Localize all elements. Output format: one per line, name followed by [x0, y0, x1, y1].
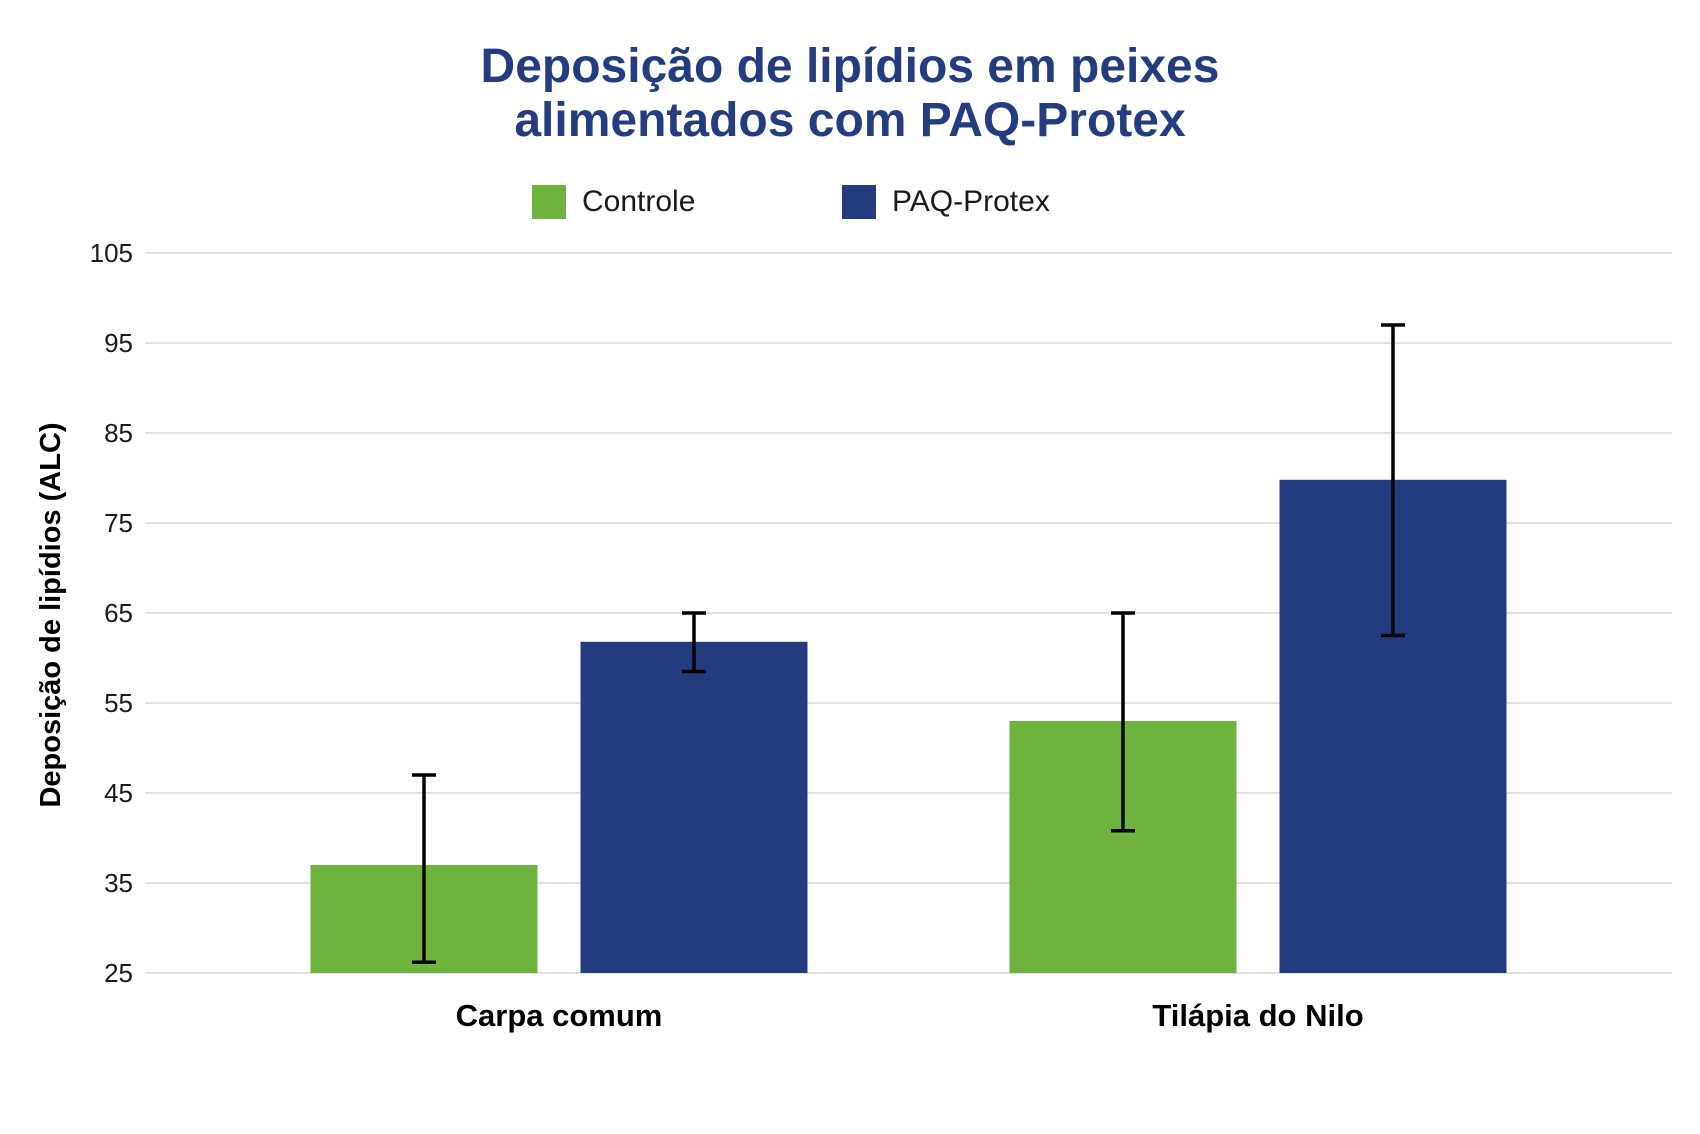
y-tick-label: 85 [104, 418, 133, 448]
error-bar [1381, 323, 1405, 638]
y-tick-label: 65 [104, 598, 133, 628]
y-tick-label: 75 [104, 508, 133, 538]
legend-swatch-paq-protex [842, 185, 876, 219]
chart-title-line-1: Deposição de lipídios em peixes [480, 40, 1220, 93]
y-axis-ticks: 25 35 45 55 65 75 85 95 105 [90, 238, 133, 988]
x-category-label: Carpa comum [456, 998, 663, 1033]
legend-item-controle: Controle [532, 182, 695, 222]
x-category-label: Tilápia do Nilo [1152, 998, 1363, 1033]
x-axis-categories: Carpa comum Tilápia do Nilo [456, 998, 1364, 1033]
legend-swatch-controle [532, 185, 566, 219]
y-tick-label: 25 [104, 958, 133, 988]
chart-title: Deposição de lipídios em peixes alimenta… [0, 40, 1700, 148]
chart-title-line-2: alimentados com PAQ-Protex [514, 94, 1186, 147]
error-bars [412, 323, 1405, 964]
bar-paq-protex-1 [580, 641, 808, 973]
bars [310, 479, 1507, 973]
y-axis-title: Deposição de lipídios (ALC) [35, 422, 67, 807]
y-tick-label: 35 [104, 868, 133, 898]
chart-legend: Controle PAQ-Protex [0, 182, 1700, 222]
y-tick-label: 45 [104, 778, 133, 808]
y-tick-label: 105 [90, 238, 133, 268]
error-bar [412, 773, 436, 964]
legend-label-paq-protex: PAQ-Protex [892, 185, 1050, 218]
legend-label-controle: Controle [582, 185, 696, 218]
y-tick-label: 55 [104, 688, 133, 718]
error-bar [1111, 611, 1135, 833]
y-tick-label: 95 [104, 328, 133, 358]
legend-item-paq-protex: PAQ-Protex [842, 182, 1050, 222]
error-bar [682, 611, 706, 674]
